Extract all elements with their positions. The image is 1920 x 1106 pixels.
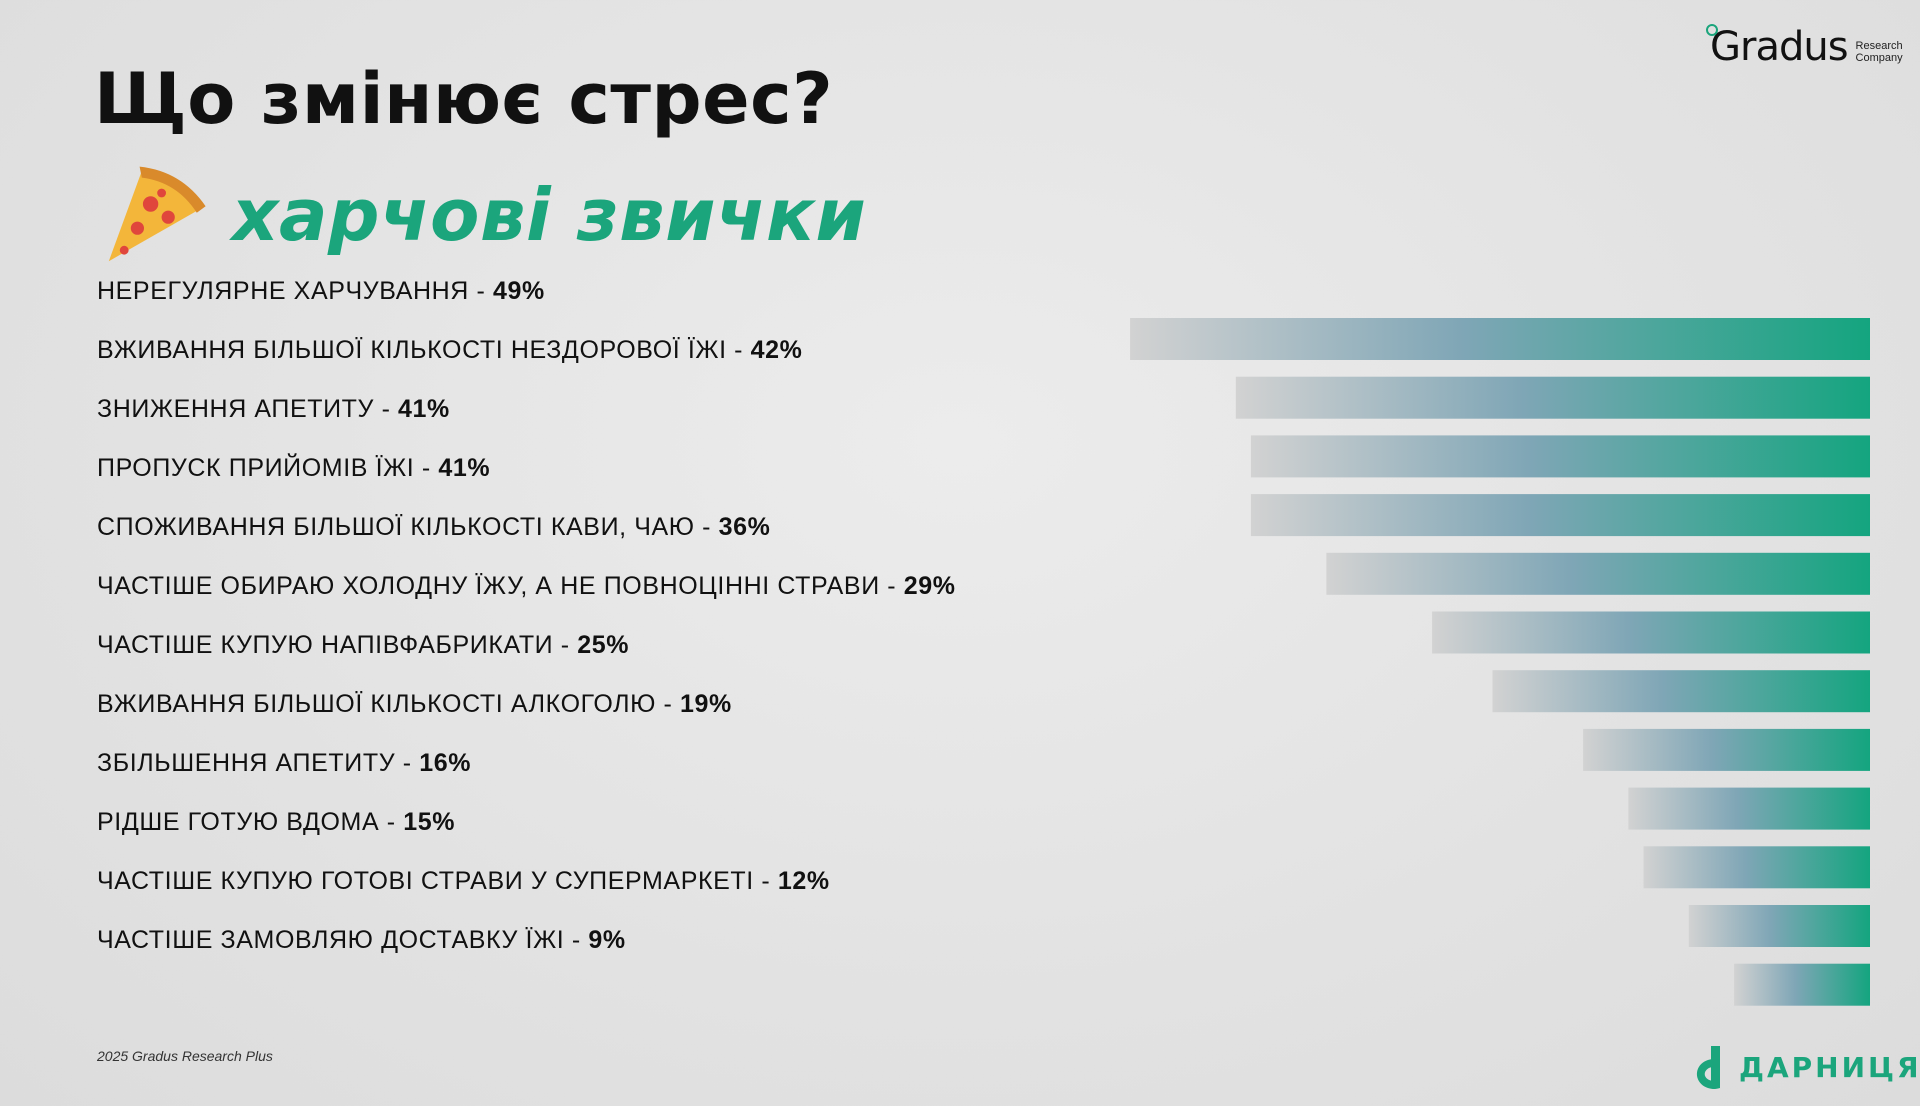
value-label: 36% <box>718 513 771 541</box>
darnitsa-logo: ДАРНИЦЯ <box>1685 1044 1920 1090</box>
category-label: ВЖИВАННЯ БІЛЬШОЇ КІЛЬКОСТІ АЛКОГОЛЮ - 19… <box>97 689 732 719</box>
bar <box>1432 611 1870 654</box>
subtitle-row: харчові звички <box>100 160 866 270</box>
value-label: 25% <box>577 631 630 659</box>
value-label: 41% <box>398 395 450 423</box>
value-label: 29% <box>903 572 956 600</box>
value-label: 9% <box>588 926 626 954</box>
value-label: 15% <box>403 808 456 836</box>
category-label-text: ЧАСТІШЕ КУПУЮ НАПІВФАБРИКАТИ - <box>97 631 578 659</box>
bar <box>1643 846 1870 889</box>
darnitsa-name: ДАРНИЦЯ <box>1739 1050 1920 1084</box>
gradus-subtitle: Research Company <box>1856 40 1903 64</box>
bar <box>1734 963 1870 1006</box>
category-label-text: ЧАСТІШЕ КУПУЮ ГОТОВІ СТРАВИ У СУПЕРМАРКЕ… <box>97 867 778 895</box>
value-label: 12% <box>777 867 830 895</box>
darnitsa-mark-icon <box>1696 1046 1720 1089</box>
category-labels: НЕРЕГУЛЯРНЕ ХАРЧУВАННЯ - 49% ВЖИВАННЯ БІЛ… <box>97 0 1097 1106</box>
pizza-icon <box>108 166 206 262</box>
source-note: 2025 Gradus Research Plus <box>97 1048 273 1064</box>
bar <box>1250 494 1870 537</box>
bar <box>1130 318 1870 360</box>
category-label-text: СПОЖИВАННЯ БІЛЬШОЇ КІЛЬКОСТІ КАВИ, ЧАЮ - <box>97 513 719 541</box>
category-label: СПОЖИВАННЯ БІЛЬШОЇ КІЛЬКОСТІ КАВИ, ЧАЮ -… <box>97 512 770 542</box>
page-title: Що змінює стрес? <box>94 58 834 140</box>
category-label: НЕРЕГУЛЯРНЕ ХАРЧУВАННЯ - 49% <box>97 276 545 306</box>
category-label: ЧАСТІШЕ КУПУЮ ГОТОВІ СТРАВИ У СУПЕРМАРКЕ… <box>97 866 830 896</box>
gradus-sub-line1: Research <box>1855 40 1903 52</box>
gradus-brand-name: Gradus <box>1706 24 1849 70</box>
category-label: ЧАСТІШЕ КУПУЮ НАПІВФАБРИКАТИ - 25% <box>97 630 629 660</box>
value-label: 49% <box>492 277 545 305</box>
gradus-name-text: Gradus <box>1710 24 1849 70</box>
category-label: ПРОПУСК ПРИЙОМІВ ЇЖІ - 41% <box>97 453 490 483</box>
value-label: 42% <box>750 336 803 364</box>
category-label: ЗНИЖЕННЯ АПЕТИТУ - 41% <box>97 394 450 424</box>
value-label: 16% <box>419 749 472 777</box>
bar <box>1583 728 1870 771</box>
category-label-text: НЕРЕГУЛЯРНЕ ХАРЧУВАННЯ - <box>97 277 493 305</box>
value-label: 19% <box>680 690 732 718</box>
category-label-text: ВЖИВАННЯ БІЛЬШОЇ КІЛЬКОСТІ АЛКОГОЛЮ - <box>97 690 680 718</box>
logo-dot-icon <box>1706 24 1718 36</box>
gradus-logo: Gradus Research Company <box>1706 24 1903 70</box>
subtitle: харчові звички <box>232 173 867 257</box>
category-label-text: ВЖИВАННЯ БІЛЬШОЇ КІЛЬКОСТІ НЕЗДОРОВОЇ ЇЖ… <box>97 336 751 364</box>
category-label-text: ЧАСТІШЕ ОБИРАЮ ХОЛОДНУ ЇЖУ, А НЕ ПОВНОЦІ… <box>97 572 904 600</box>
category-label: ВЖИВАННЯ БІЛЬШОЇ КІЛЬКОСТІ НЕЗДОРОВОЇ ЇЖ… <box>97 335 803 365</box>
bar <box>1326 552 1870 595</box>
category-label: ЗБІЛЬШЕННЯ АПЕТИТУ - 16% <box>97 748 471 778</box>
bar <box>1628 787 1870 830</box>
bar <box>1688 905 1870 947</box>
category-label-text: ЗНИЖЕННЯ АПЕТИТУ - <box>97 395 399 423</box>
category-label-text: ЧАСТІШЕ ЗАМОВЛЯЮ ДОСТАВКУ ЇЖІ - <box>97 926 589 954</box>
category-label-text: ПРОПУСК ПРИЙОМІВ ЇЖІ - <box>97 454 439 482</box>
category-label: ЧАСТІШЕ ЗАМОВЛЯЮ ДОСТАВКУ ЇЖІ - 9% <box>97 925 626 955</box>
bar <box>1235 376 1870 419</box>
category-label-text: ЗБІЛЬШЕННЯ АПЕТИТУ - <box>97 749 420 777</box>
bar <box>1492 670 1870 713</box>
gradus-sub-line2: Company <box>1855 52 1903 64</box>
category-label-text: РІДШЕ ГОТУЮ ВДОМА - <box>97 808 404 836</box>
category-label: РІДШЕ ГОТУЮ ВДОМА - 15% <box>97 807 455 837</box>
value-label: 41% <box>438 454 491 482</box>
bar <box>1250 435 1870 478</box>
category-label: ЧАСТІШЕ ОБИРАЮ ХОЛОДНУ ЇЖУ, А НЕ ПОВНОЦІ… <box>97 571 956 601</box>
